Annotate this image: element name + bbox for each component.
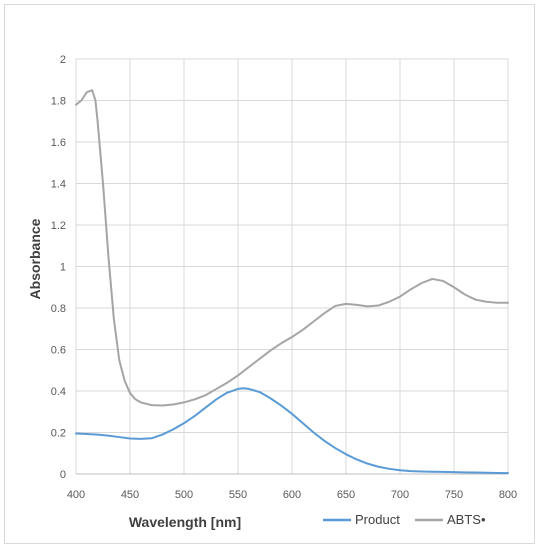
chart-frame: 0 0.2 0.4 0.6 0.8 1 1.2 1.4 1.6 1.8 2 400 450 500 550 6… — [4, 4, 535, 544]
x-tick-label: 800 — [499, 489, 517, 501]
x-tick-label: 700 — [391, 489, 409, 501]
series-line-abts — [75, 89, 509, 407]
tick-labels: 0 0.2 0.4 0.6 0.8 1 1.2 1.4 1.6 1.8 2 400 450 500 550 6… — [51, 54, 517, 501]
legend: Product ABTS• — [323, 512, 486, 527]
x-tick-label: 500 — [175, 489, 193, 501]
y-tick-label: 1.8 — [51, 96, 66, 108]
y-tick-label: 0.6 — [51, 345, 66, 357]
legend-label-abts: ABTS• — [447, 512, 486, 527]
x-tick-label: 550 — [229, 489, 247, 501]
y-axis-title: Absorbance — [27, 218, 43, 299]
y-tick-label: 0.8 — [51, 303, 66, 315]
x-tick-label: 650 — [337, 489, 355, 501]
y-tick-label: 0 — [60, 469, 66, 481]
y-tick-label: 0.4 — [51, 386, 66, 398]
absorbance-chart: 0 0.2 0.4 0.6 0.8 1 1.2 1.4 1.6 1.8 2 400 450 500 550 6… — [27, 54, 517, 530]
x-tick-label: 750 — [445, 489, 463, 501]
y-tick-label: 1.2 — [51, 220, 66, 232]
x-tick-label: 450 — [121, 489, 139, 501]
y-tick-label: 0.2 — [51, 428, 66, 440]
series-lines — [75, 89, 509, 475]
y-tick-label: 1.4 — [51, 179, 66, 191]
x-tick-label: 400 — [67, 489, 85, 501]
y-tick-label: 2 — [60, 54, 66, 66]
y-tick-label: 1 — [60, 262, 66, 274]
gridlines — [75, 58, 509, 474]
series-line-product — [75, 387, 509, 475]
legend-label-product: Product — [355, 512, 400, 527]
x-tick-label: 600 — [283, 489, 301, 501]
y-tick-label: 1.6 — [51, 137, 66, 149]
x-axis-title: Wavelength [nm] — [129, 514, 241, 530]
